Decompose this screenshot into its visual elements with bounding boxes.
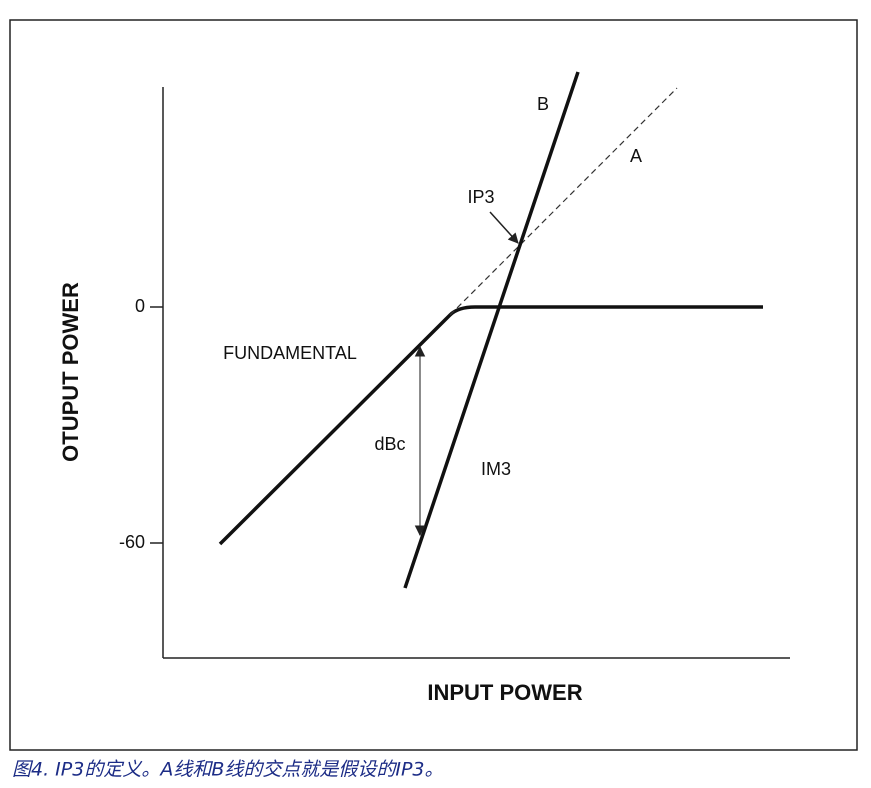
label-b: B xyxy=(537,94,549,114)
y-tick-label: -60 xyxy=(119,532,145,552)
x-axis-title: INPUT POWER xyxy=(427,680,582,705)
label-im3: IM3 xyxy=(481,459,511,479)
label-dbc: dBc xyxy=(374,434,405,454)
label-a: A xyxy=(630,146,642,166)
label-fundamental: FUNDAMENTAL xyxy=(223,343,357,363)
ip3-arrow xyxy=(489,211,519,244)
y-axis-title: OTUPUT POWER xyxy=(58,282,83,462)
caption: 图4. IP3的定义。A线和B线的交点就是假设的IP3。 xyxy=(12,759,444,781)
line-a xyxy=(449,87,678,316)
frame xyxy=(9,19,858,751)
y-tick-label: 0 xyxy=(135,296,145,316)
line-b xyxy=(403,71,580,589)
label-ip3: IP3 xyxy=(467,187,494,207)
